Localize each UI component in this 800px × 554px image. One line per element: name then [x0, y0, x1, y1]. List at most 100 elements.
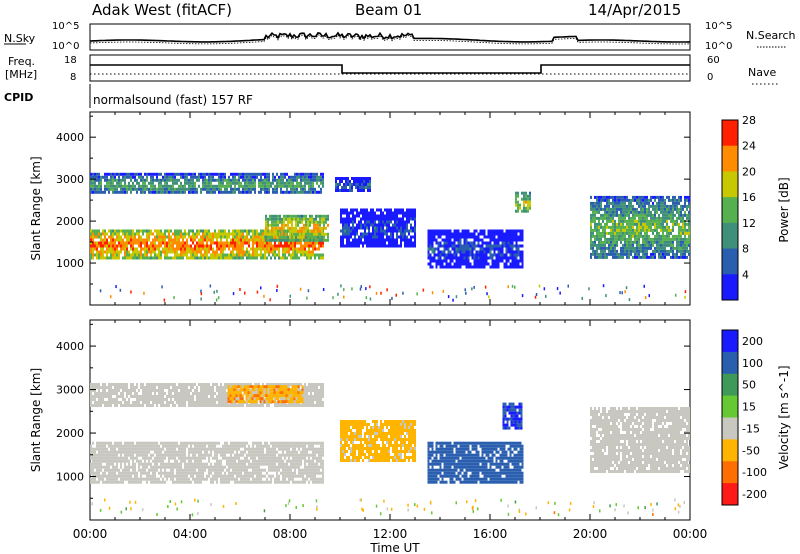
data-cell: [164, 244, 166, 248]
data-cell: [206, 398, 208, 401]
data-cell: [668, 207, 670, 211]
data-cell: [190, 256, 192, 260]
data-cell: [308, 389, 310, 392]
data-cell: [382, 214, 384, 218]
data-cell: [642, 240, 644, 244]
data-cell: [172, 238, 174, 242]
data-cell: [499, 250, 502, 254]
data-cell: [146, 175, 148, 179]
data-cell: [206, 190, 208, 194]
data-cell: [364, 214, 366, 218]
data-cell: [497, 247, 500, 251]
data-cell: [367, 189, 369, 192]
data-cell: [325, 232, 327, 236]
data-cell: [678, 213, 680, 217]
data-cell: [250, 229, 252, 233]
data-cell: [190, 181, 192, 185]
data-cell: [234, 244, 236, 248]
data-cell: [200, 389, 202, 392]
data-cell: [180, 253, 182, 257]
data-cell: [128, 187, 130, 191]
noise-cell: [332, 296, 334, 300]
data-cell: [515, 265, 518, 269]
data-cell: [630, 246, 632, 250]
data-cell: [634, 246, 636, 250]
data-cell: [686, 228, 688, 232]
data-cell: [184, 175, 186, 179]
data-cell: [493, 247, 496, 251]
data-cell: [182, 401, 184, 404]
data-cell: [128, 184, 130, 188]
data-cell: [313, 220, 315, 224]
data-cell: [668, 198, 670, 202]
data-cell: [408, 211, 410, 215]
data-cell: [142, 389, 144, 392]
data-cell: [90, 465, 92, 469]
data-cell: [590, 213, 592, 217]
data-cell: [616, 252, 618, 256]
data-cell: [152, 184, 154, 188]
data-cell: [485, 235, 488, 239]
data-cell: [408, 208, 410, 212]
data-cell: [196, 244, 198, 248]
data-cell: [295, 232, 297, 236]
data-cell: [638, 240, 640, 244]
data-cell: [124, 175, 126, 179]
data-cell: [92, 386, 94, 389]
data-cell: [682, 237, 684, 241]
data-cell: [459, 247, 462, 251]
data-cell: [90, 480, 92, 484]
data-cell: [664, 219, 666, 223]
data-cell: [351, 183, 353, 186]
data-cell: [306, 395, 308, 398]
data-cell: [100, 181, 102, 185]
data-cell: [497, 256, 500, 260]
data-cell: [306, 256, 308, 260]
data-cell: [212, 392, 214, 395]
data-cell: [146, 244, 148, 248]
data-cell: [640, 201, 642, 205]
data-cell: [449, 250, 452, 254]
data-cell: [515, 235, 518, 239]
data-cell: [218, 247, 220, 251]
data-cell: [170, 172, 172, 176]
data-cell: [624, 201, 626, 205]
data-cell: [634, 198, 636, 202]
data-cell: [610, 195, 612, 199]
data-cell: [166, 229, 168, 233]
data-cell: [431, 241, 434, 245]
data-cell: [200, 175, 202, 179]
data-cell: [322, 178, 324, 182]
data-cell: [142, 404, 144, 407]
data-cell: [289, 229, 291, 233]
data-cell: [604, 225, 606, 229]
data-cell: [686, 222, 688, 226]
data-cell: [268, 241, 270, 245]
data-cell: [349, 183, 351, 186]
data-cell: [321, 232, 323, 236]
data-cell: [652, 222, 654, 226]
data-cell: [294, 247, 296, 251]
data-cell: [316, 392, 318, 395]
data-cell: [298, 175, 300, 179]
data-cell: [106, 247, 108, 251]
data-cell: [306, 244, 308, 248]
data-cell: [186, 250, 188, 254]
data-cell: [358, 211, 360, 215]
data-cell: [301, 229, 303, 233]
data-cell: [96, 175, 98, 179]
data-cell: [356, 229, 358, 233]
data-cell: [90, 401, 92, 404]
data-cell: [636, 228, 638, 232]
data-cell: [594, 228, 596, 232]
data-cell: [275, 214, 277, 218]
data-cell: [218, 229, 220, 233]
data-cell: [260, 184, 262, 188]
data-cell: [220, 232, 222, 236]
data-cell: [660, 195, 662, 199]
data-cell: [301, 226, 303, 230]
data-cell: [449, 262, 452, 266]
data-cell: [311, 217, 313, 221]
data-cell: [120, 247, 122, 251]
data-cell: [264, 187, 266, 191]
